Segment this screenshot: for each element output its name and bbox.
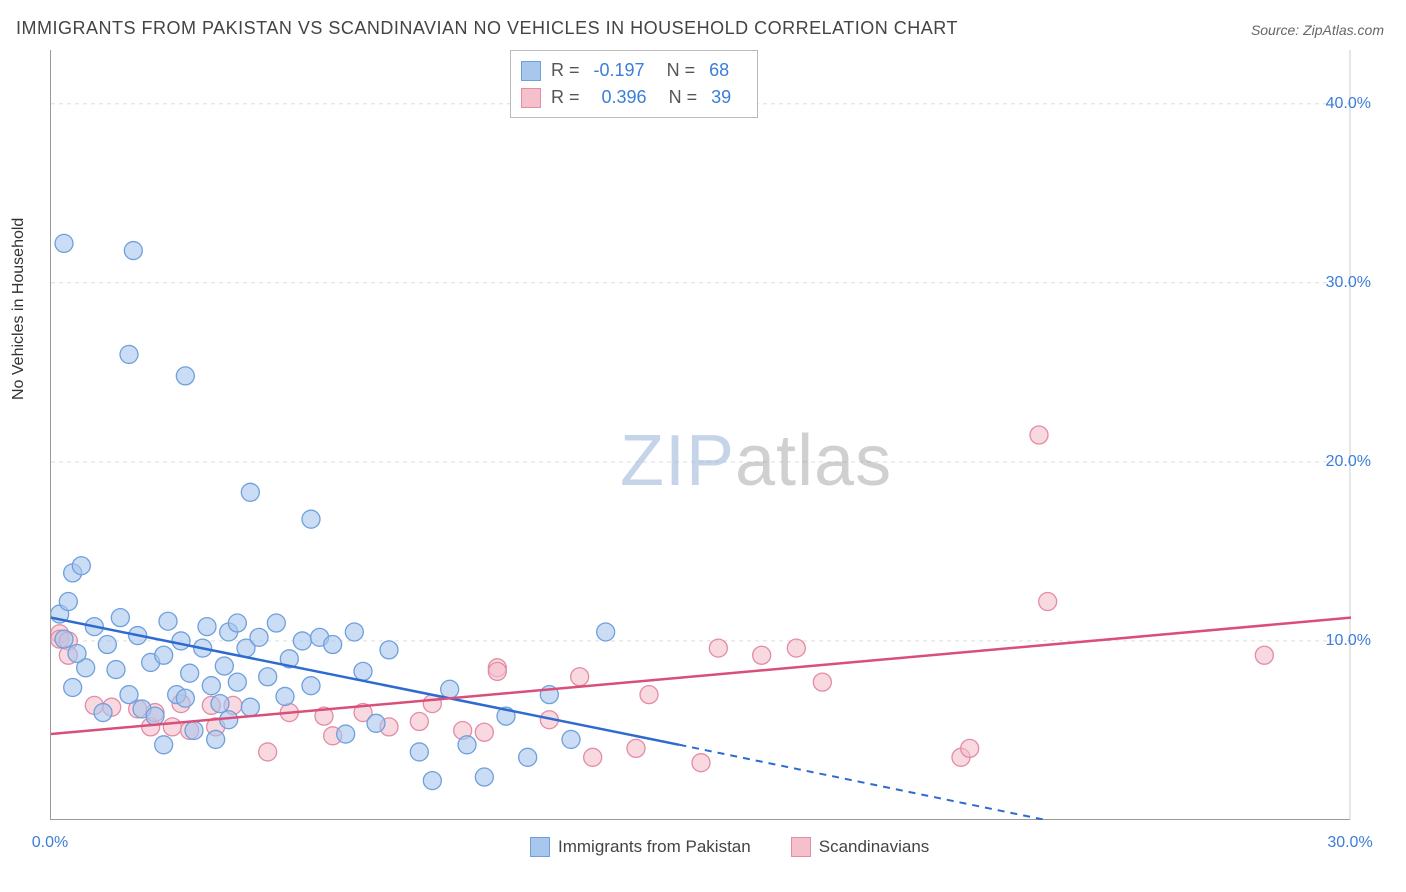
n2-value: 39 [711,84,731,111]
source-label: Source: ZipAtlas.com [1251,22,1384,38]
y-tick-label: 10.0% [1326,632,1371,650]
n1-value: 68 [709,57,729,84]
series1-swatch-icon [530,837,550,857]
series2-swatch [521,88,541,108]
series1-swatch [521,61,541,81]
r-label: R = [551,84,580,111]
bottom-legend: Immigrants from Pakistan Scandinavians [530,837,929,857]
stats-row-1: R = -0.197 N = 68 [521,57,743,84]
chart-title: IMMIGRANTS FROM PAKISTAN VS SCANDINAVIAN… [16,18,958,39]
y-axis-title: No Vehicles in Household [10,218,28,400]
n-label: N = [669,84,698,111]
series2-swatch-icon [791,837,811,857]
x-tick-label: 0.0% [32,834,68,852]
r2-value: 0.396 [602,84,647,111]
legend-item-2: Scandinavians [791,837,930,857]
y-tick-label: 30.0% [1326,274,1371,292]
x-tick-label: 30.0% [1327,834,1372,852]
stats-row-2: R = 0.396 N = 39 [521,84,743,111]
legend-label-1: Immigrants from Pakistan [558,837,751,857]
chart-plot-area [50,50,1350,820]
r1-value: -0.197 [594,57,645,84]
scatter-svg [51,50,1351,820]
legend-item-1: Immigrants from Pakistan [530,837,751,857]
n-label: N = [667,57,696,84]
legend-label-2: Scandinavians [819,837,930,857]
r-label: R = [551,57,580,84]
y-tick-label: 40.0% [1326,95,1371,113]
correlation-stats-box: R = -0.197 N = 68 R = 0.396 N = 39 [510,50,758,118]
y-tick-label: 20.0% [1326,453,1371,471]
